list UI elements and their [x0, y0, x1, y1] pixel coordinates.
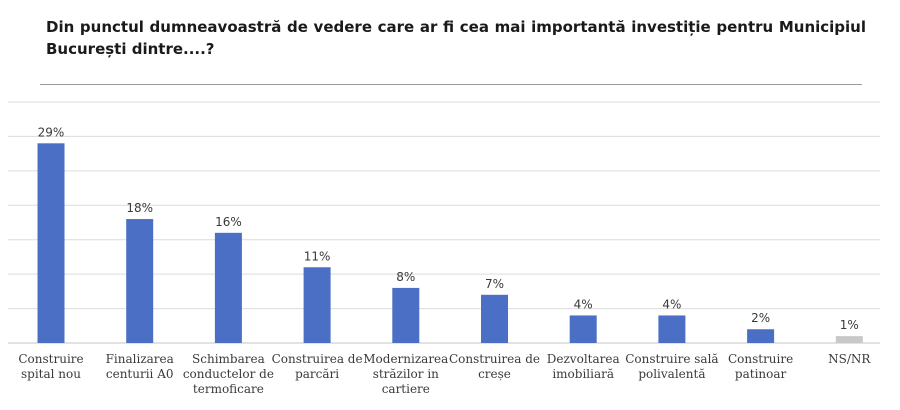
category-label: Schimbarea conductelor de termoficare: [183, 352, 274, 396]
category-label: Construire spital nou: [18, 352, 83, 381]
data-label: 29%: [38, 125, 65, 139]
data-label: 7%: [485, 277, 504, 291]
bar: [569, 315, 597, 343]
data-label: 1%: [840, 318, 859, 332]
category-label: Construire patinoar: [728, 352, 793, 381]
bar: [126, 219, 154, 343]
category-label: Construirea de parcări: [272, 352, 363, 381]
bar: [658, 315, 686, 343]
chart-title: Din punctul dumneavoastră de vedere care…: [46, 18, 866, 58]
bar: [214, 232, 242, 343]
category-label: Construire sală polivalentă: [625, 352, 718, 381]
bar: [747, 329, 775, 343]
title-divider: [40, 84, 862, 85]
category-label: Construirea de creșe: [449, 352, 540, 381]
data-label: 18%: [126, 201, 153, 215]
data-label: 11%: [304, 249, 331, 263]
category-label: Dezvoltarea imobiliară: [547, 352, 620, 381]
bar: [392, 287, 420, 343]
category-label: Finalizarea centurii A0: [106, 352, 174, 381]
data-label: 4%: [662, 297, 681, 311]
data-label: 2%: [751, 311, 770, 325]
category-label: Modernizarea străzilor in cartiere: [363, 352, 448, 396]
category-label: NS/NR: [828, 352, 871, 366]
data-label: 16%: [215, 215, 242, 229]
bar: [835, 336, 863, 343]
bar: [37, 143, 65, 343]
bar: [303, 267, 331, 343]
data-label: 4%: [574, 297, 593, 311]
bar: [481, 294, 508, 343]
data-label: 8%: [396, 270, 415, 284]
